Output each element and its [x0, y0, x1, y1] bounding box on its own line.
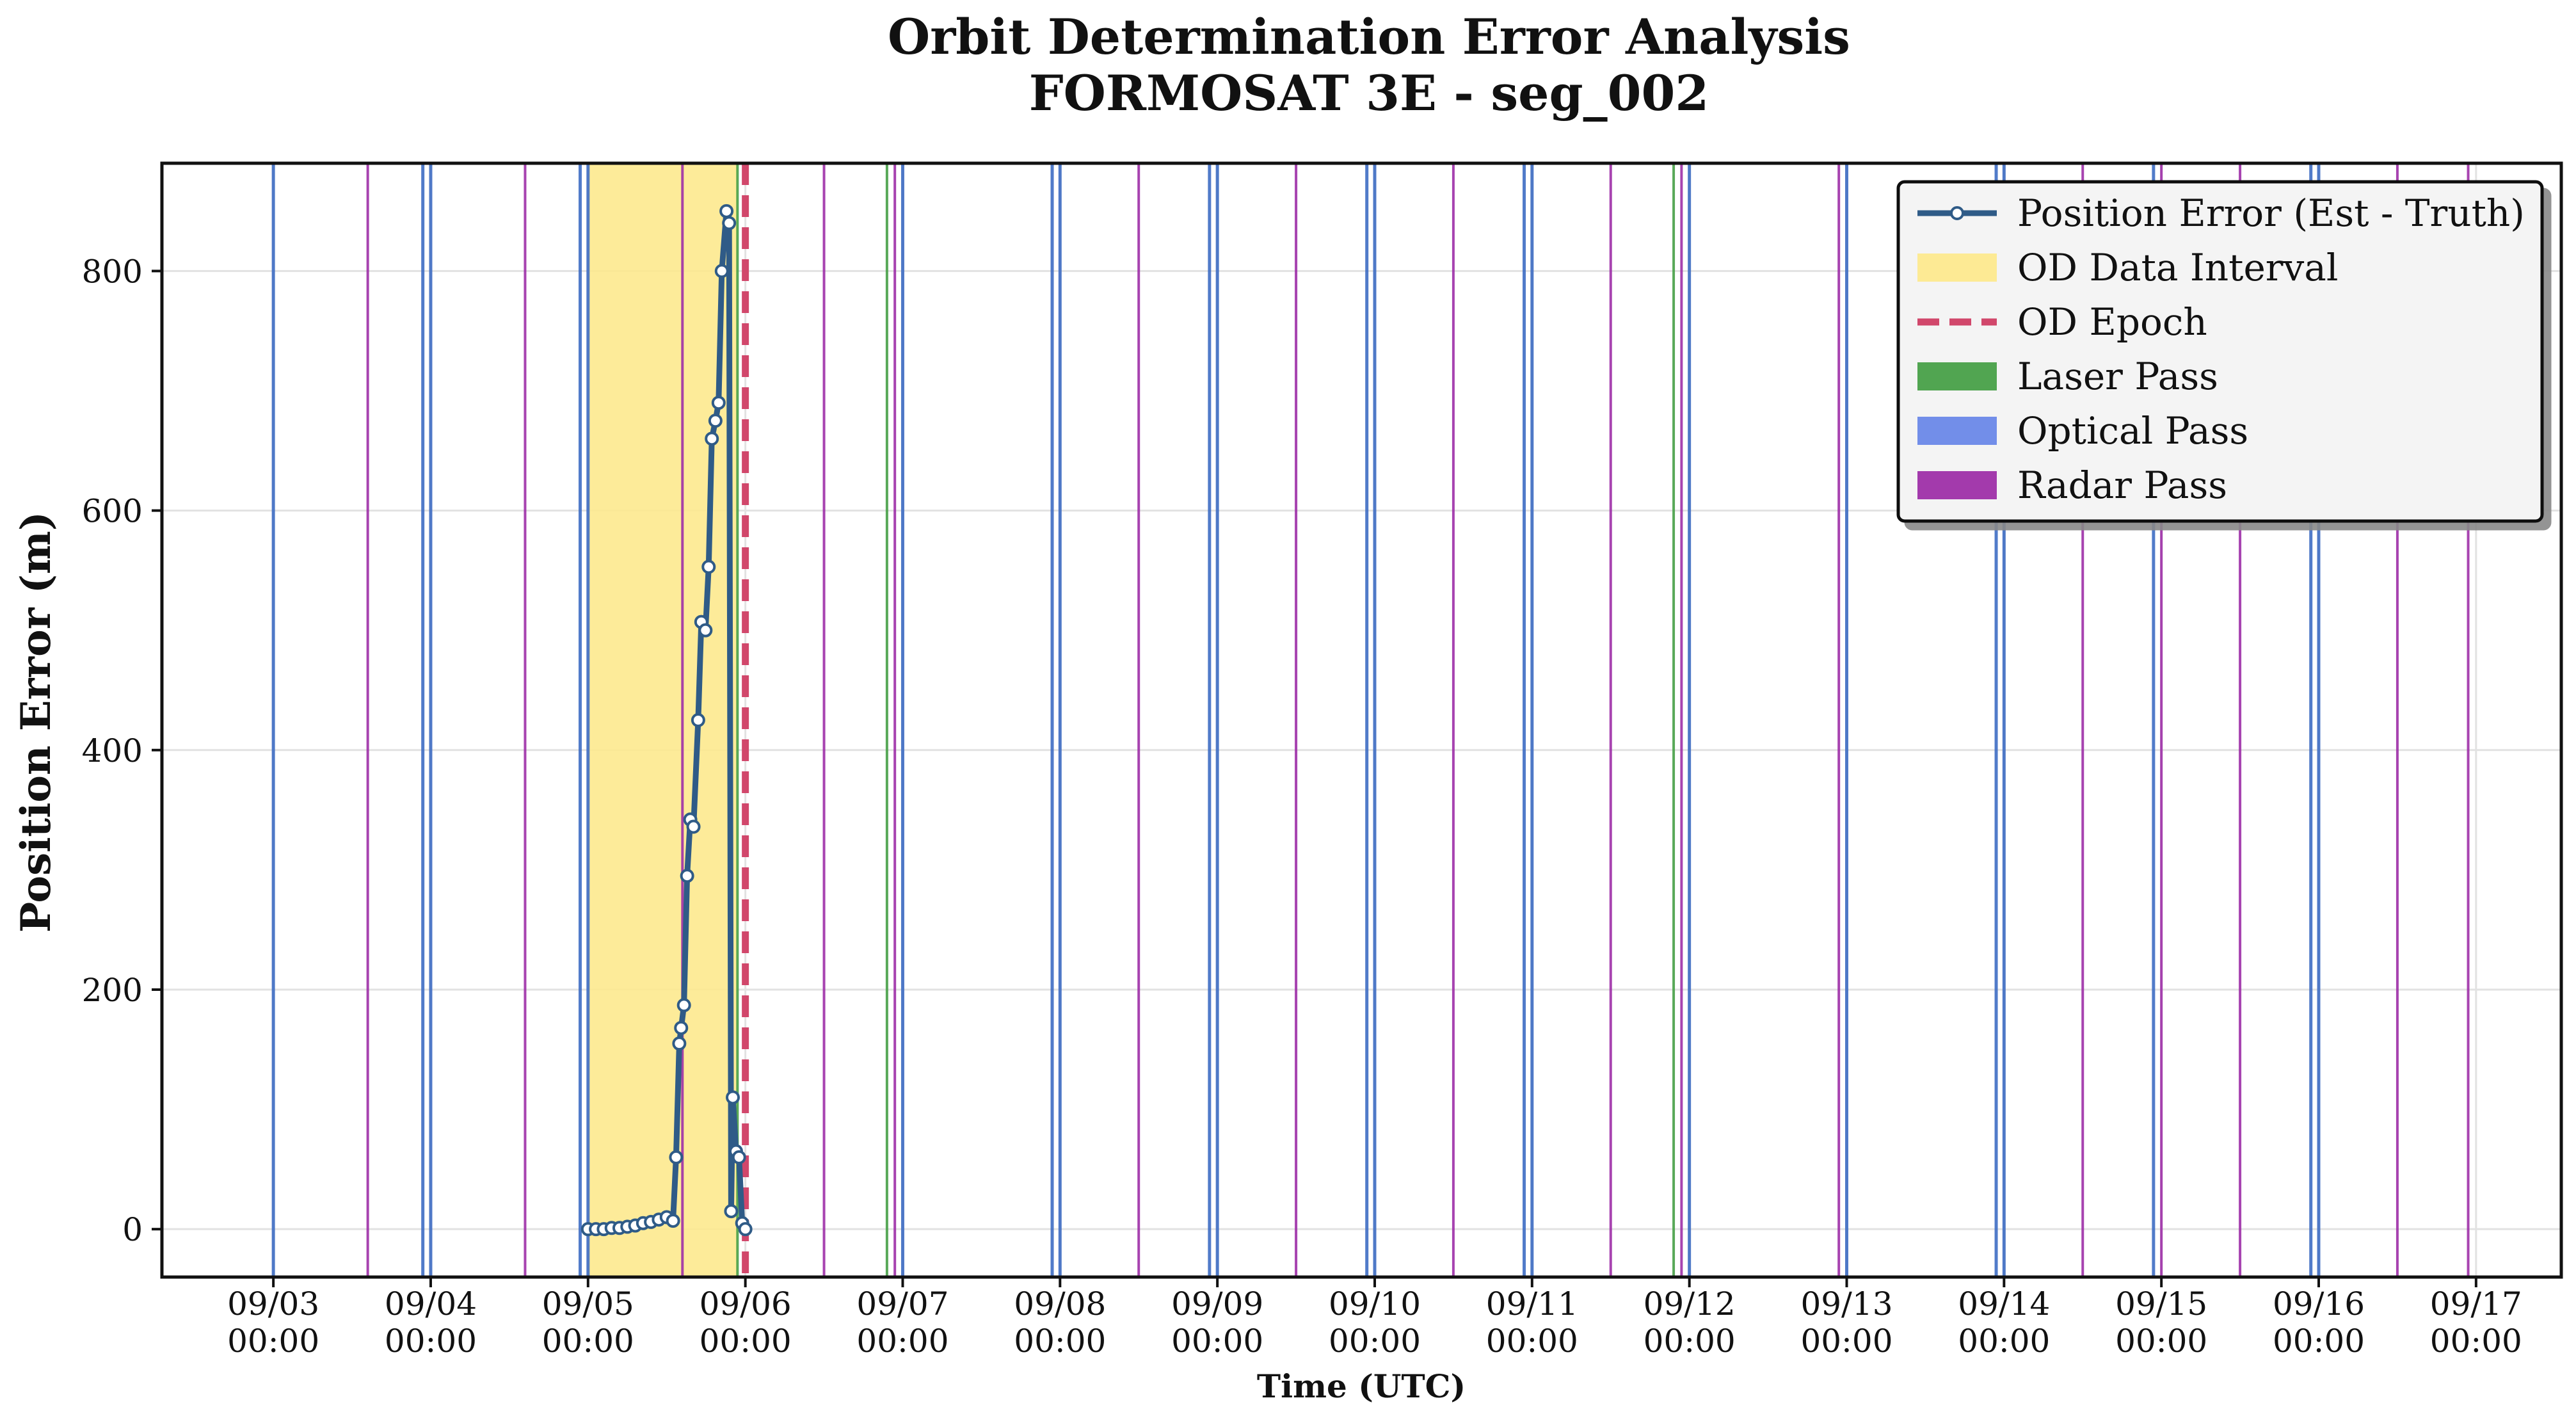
x-tick-time-label: 00:00 — [2430, 1323, 2522, 1360]
x-tick-date-label: 09/06 — [700, 1285, 792, 1323]
x-tick-time-label: 00:00 — [856, 1323, 948, 1360]
x-tick-time-label: 00:00 — [1800, 1323, 1892, 1360]
x-tick-time-label: 00:00 — [227, 1323, 319, 1360]
position-error-point — [708, 414, 723, 428]
x-tick-time-label: 00:00 — [542, 1323, 634, 1360]
x-tick-time-label: 00:00 — [1171, 1323, 1263, 1360]
position-error-point — [672, 1036, 687, 1051]
x-tick-time-label: 00:00 — [1329, 1323, 1421, 1360]
series-layer — [580, 204, 753, 1237]
position-error-point — [676, 998, 691, 1013]
x-tick-time-label: 00:00 — [2273, 1323, 2365, 1360]
position-error-point — [698, 623, 713, 638]
x-tick-date-label: 09/03 — [227, 1285, 319, 1323]
x-tick-date-label: 09/08 — [1014, 1285, 1106, 1323]
x-tick-date-label: 09/07 — [856, 1285, 948, 1323]
legend-patch-swatch — [1917, 417, 1997, 445]
x-tick-time-label: 00:00 — [1644, 1323, 1736, 1360]
y-tick-label: 0 — [122, 1211, 143, 1248]
y-tick-label: 800 — [82, 253, 143, 290]
legend-patch-swatch — [1917, 253, 1997, 282]
legend-marker-swatch — [1950, 206, 1964, 220]
x-tick-time-label: 00:00 — [700, 1323, 792, 1360]
x-tick-date-label: 09/14 — [1958, 1285, 2050, 1323]
x-tick-date-label: 09/13 — [1800, 1285, 1892, 1323]
position-error-point — [724, 1204, 739, 1219]
pass-lines-layer — [271, 163, 2470, 1277]
y-axis-label: Position Error (m) — [12, 511, 60, 933]
position-error-point — [714, 264, 729, 278]
x-tick-date-label: 09/12 — [1644, 1285, 1736, 1323]
position-error-point — [726, 1090, 740, 1105]
position-error-point — [691, 713, 705, 727]
legend: Position Error (Est - Truth) OD Data Inte… — [1896, 180, 2544, 523]
x-tick-time-label: 00:00 — [385, 1323, 477, 1360]
x-tick-date-label: 09/15 — [2115, 1285, 2207, 1323]
position-error-point — [711, 396, 726, 410]
legend-patch-swatch — [1917, 471, 1997, 499]
position-error-point — [722, 216, 737, 230]
legend-patch-swatch — [1917, 362, 1997, 390]
x-tick-date-label: 09/11 — [1486, 1285, 1578, 1323]
x-tick-time-label: 00:00 — [1958, 1323, 2050, 1360]
x-tick-time-label: 00:00 — [2115, 1323, 2207, 1360]
legend-label: Position Error (Est - Truth) — [2017, 191, 2525, 235]
legend-label: OD Epoch — [2017, 300, 2207, 344]
position-error-point — [674, 1020, 689, 1035]
od-data-interval-layer — [588, 163, 738, 1277]
legend-frame — [1896, 180, 2544, 523]
x-tick-time-label: 00:00 — [1486, 1323, 1578, 1360]
od-data-interval-band — [588, 163, 738, 1277]
chart-subtitle: FORMOSAT 3E - seg_002 — [1029, 65, 1709, 122]
plot-frame — [160, 161, 2563, 1279]
position-error-point — [686, 819, 701, 834]
x-tick-date-label: 09/16 — [2273, 1285, 2365, 1323]
y-axis: 0 200 400 600 800 — [82, 253, 162, 1248]
x-tick-time-label: 00:00 — [1014, 1323, 1106, 1360]
legend-label: Radar Pass — [2017, 463, 2227, 507]
x-tick-date-label: 09/10 — [1329, 1285, 1421, 1323]
x-axis: 09/0300:0009/0400:0009/0500:0009/0600:00… — [227, 1277, 2522, 1360]
position-error-point — [732, 1150, 746, 1164]
position-error-point — [669, 1150, 684, 1164]
legend-label: Optical Pass — [2017, 409, 2248, 453]
position-error-point — [705, 431, 719, 446]
y-tick-label: 600 — [82, 493, 143, 530]
position-error-point — [701, 559, 716, 574]
x-axis-label: Time (UTC) — [1257, 1367, 1466, 1405]
x-tick-date-label: 09/09 — [1171, 1285, 1263, 1323]
legend-label: OD Data Interval — [2017, 246, 2338, 289]
position-error-point — [666, 1214, 680, 1228]
x-tick-date-label: 09/17 — [2430, 1285, 2522, 1323]
position-error-point — [738, 1222, 753, 1237]
position-error-point — [719, 204, 734, 218]
y-tick-label: 200 — [82, 972, 143, 1009]
x-tick-date-label: 09/05 — [542, 1285, 634, 1323]
chart-title: Orbit Determination Error Analysis — [888, 8, 1850, 65]
position-error-point — [680, 869, 694, 883]
legend-label: Laser Pass — [2017, 355, 2218, 398]
x-tick-date-label: 09/04 — [385, 1285, 477, 1323]
y-tick-label: 400 — [82, 732, 143, 769]
